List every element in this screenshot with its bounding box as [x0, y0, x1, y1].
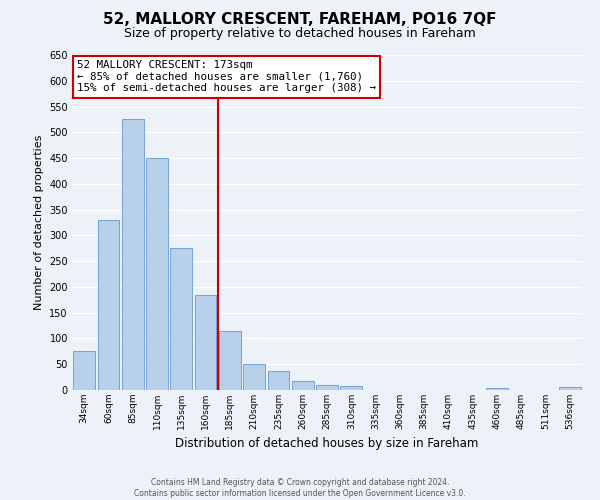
Text: Size of property relative to detached houses in Fareham: Size of property relative to detached ho…	[124, 28, 476, 40]
Bar	[243, 364, 265, 390]
Bar	[146, 158, 168, 390]
Bar	[292, 381, 314, 390]
Bar	[559, 388, 581, 390]
Bar	[97, 220, 119, 390]
Text: 52, MALLORY CRESCENT, FAREHAM, PO16 7QF: 52, MALLORY CRESCENT, FAREHAM, PO16 7QF	[103, 12, 497, 28]
Bar	[73, 352, 95, 390]
Bar	[170, 248, 192, 390]
Bar	[122, 120, 143, 390]
Bar	[486, 388, 508, 390]
Text: Contains HM Land Registry data © Crown copyright and database right 2024.
Contai: Contains HM Land Registry data © Crown c…	[134, 478, 466, 498]
Bar	[194, 294, 217, 390]
Bar	[340, 386, 362, 390]
Y-axis label: Number of detached properties: Number of detached properties	[34, 135, 44, 310]
Text: 52 MALLORY CRESCENT: 173sqm
← 85% of detached houses are smaller (1,760)
15% of : 52 MALLORY CRESCENT: 173sqm ← 85% of det…	[77, 60, 376, 93]
Bar	[316, 385, 338, 390]
Bar	[219, 330, 241, 390]
Bar	[268, 371, 289, 390]
X-axis label: Distribution of detached houses by size in Fareham: Distribution of detached houses by size …	[175, 438, 479, 450]
